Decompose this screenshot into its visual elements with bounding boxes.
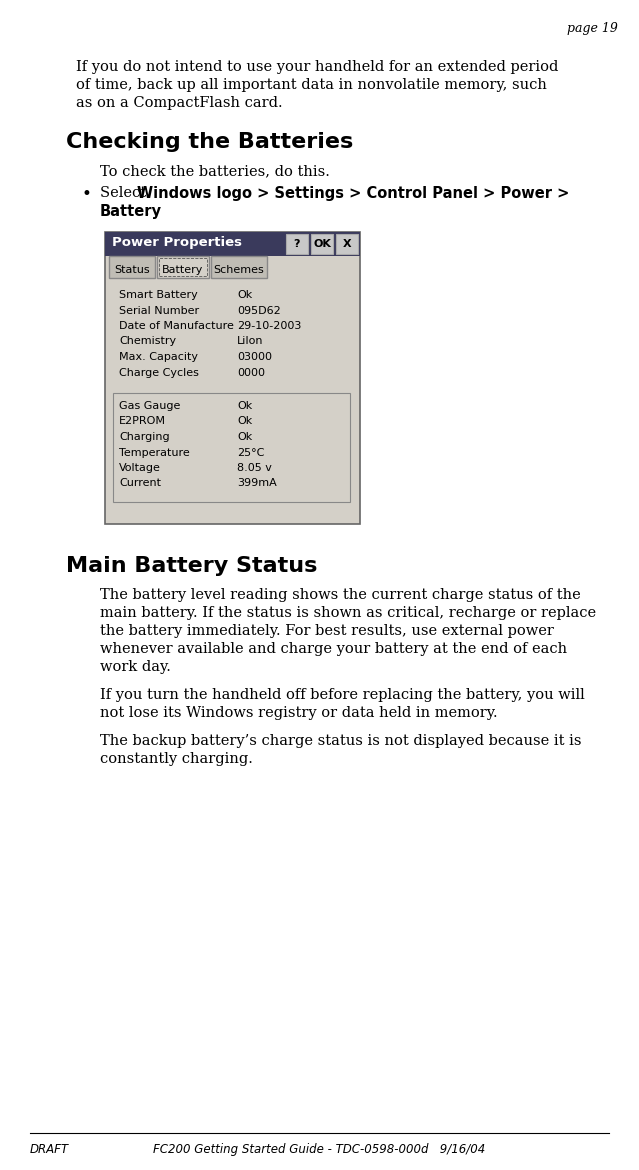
Text: Checking the Batteries: Checking the Batteries <box>66 132 353 152</box>
Bar <box>286 234 308 254</box>
Text: the battery immediately. For best results, use external power: the battery immediately. For best result… <box>100 624 554 638</box>
Text: Charging: Charging <box>119 432 169 442</box>
Text: Battery: Battery <box>100 204 162 219</box>
Text: Current: Current <box>119 479 161 489</box>
Bar <box>109 256 155 278</box>
Text: Ok: Ok <box>237 417 252 427</box>
Text: E2PROM: E2PROM <box>119 417 166 427</box>
Bar <box>159 259 207 276</box>
Text: If you do not intend to use your handheld for an extended period: If you do not intend to use your handhel… <box>76 60 558 74</box>
Text: 399mA: 399mA <box>237 479 277 489</box>
Text: Serial Number: Serial Number <box>119 305 199 316</box>
Bar <box>336 234 358 254</box>
Text: The backup battery’s charge status is not displayed because it is: The backup battery’s charge status is no… <box>100 734 581 748</box>
Text: as on a CompactFlash card.: as on a CompactFlash card. <box>76 96 282 110</box>
Text: whenever available and charge your battery at the end of each: whenever available and charge your batte… <box>100 642 567 656</box>
Text: page 19: page 19 <box>567 22 618 35</box>
Text: LiIon: LiIon <box>237 337 263 346</box>
Text: 8.05 v: 8.05 v <box>237 463 272 473</box>
Text: Temperature: Temperature <box>119 447 190 457</box>
Bar <box>105 232 360 524</box>
Text: 25°C: 25°C <box>237 447 265 457</box>
Text: Chemistry: Chemistry <box>119 337 176 346</box>
Text: Max. Capacity: Max. Capacity <box>119 352 198 362</box>
Text: To check the batteries, do this.: To check the batteries, do this. <box>100 164 330 178</box>
Bar <box>157 256 209 278</box>
Text: work day.: work day. <box>100 660 171 674</box>
Text: 29-10-2003: 29-10-2003 <box>237 321 302 331</box>
Text: OK: OK <box>313 239 331 249</box>
Bar <box>113 393 350 502</box>
Text: 03000: 03000 <box>237 352 272 362</box>
Text: main battery. If the status is shown as critical, recharge or replace: main battery. If the status is shown as … <box>100 606 596 620</box>
Text: ?: ? <box>294 239 300 249</box>
Text: If you turn the handheld off before replacing the battery, you will: If you turn the handheld off before repl… <box>100 688 585 702</box>
Text: Select: Select <box>100 186 151 200</box>
Text: Schemes: Schemes <box>213 264 265 275</box>
Text: Ok: Ok <box>237 432 252 442</box>
Text: 095D62: 095D62 <box>237 305 281 316</box>
Text: Gas Gauge: Gas Gauge <box>119 401 180 411</box>
Text: DRAFT: DRAFT <box>30 1143 69 1156</box>
Text: FC200 Getting Started Guide - TDC-0598-000d   9/16/04: FC200 Getting Started Guide - TDC-0598-0… <box>153 1143 485 1156</box>
Text: •: • <box>82 186 92 204</box>
Text: 0000: 0000 <box>237 367 265 378</box>
Text: X: X <box>343 239 351 249</box>
Text: Voltage: Voltage <box>119 463 161 473</box>
Text: The battery level reading shows the current charge status of the: The battery level reading shows the curr… <box>100 589 581 603</box>
Bar <box>311 234 333 254</box>
Text: Power Properties: Power Properties <box>112 236 242 249</box>
Text: Ok: Ok <box>237 401 252 411</box>
Bar <box>211 256 267 278</box>
Text: Battery: Battery <box>162 264 204 275</box>
Text: Date of Manufacture: Date of Manufacture <box>119 321 234 331</box>
Text: Windows logo > Settings > Control Panel > Power >: Windows logo > Settings > Control Panel … <box>137 186 569 201</box>
Text: .: . <box>145 204 150 218</box>
Text: of time, back up all important data in nonvolatile memory, such: of time, back up all important data in n… <box>76 78 547 92</box>
Text: Smart Battery: Smart Battery <box>119 290 197 300</box>
Text: Status: Status <box>114 264 150 275</box>
Text: Charge Cycles: Charge Cycles <box>119 367 199 378</box>
Text: not lose its Windows registry or data held in memory.: not lose its Windows registry or data he… <box>100 706 498 720</box>
Text: Main Battery Status: Main Battery Status <box>66 556 318 576</box>
Text: Ok: Ok <box>237 290 252 300</box>
Text: constantly charging.: constantly charging. <box>100 752 253 766</box>
Bar <box>105 232 360 256</box>
